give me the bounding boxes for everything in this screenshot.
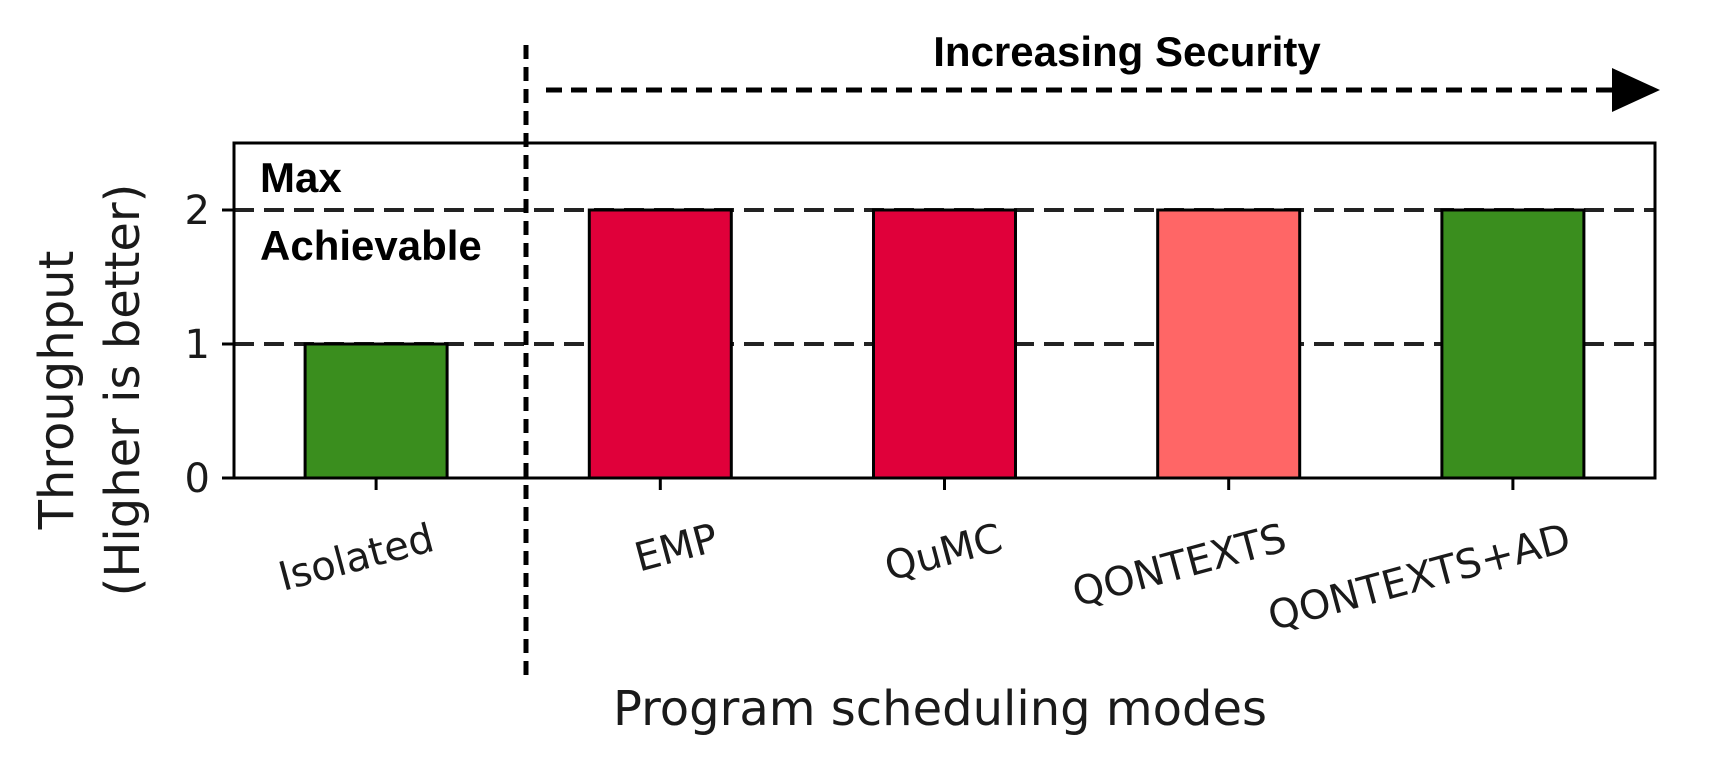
security-arrow-head <box>1612 68 1660 112</box>
y-tick-label-0: 0 <box>185 456 210 502</box>
y-axis-ticks: 0 1 2 <box>185 188 234 502</box>
max-annotation-line2: Achievable <box>260 222 482 269</box>
x-axis-title: Program scheduling modes <box>613 681 1267 737</box>
y-tick-label-2: 2 <box>185 188 210 234</box>
y-axis-title-line1: Throughput <box>29 251 85 531</box>
max-annotation-line1: Max <box>260 154 342 201</box>
x-tick-label-qumc: QuMC <box>880 515 1007 590</box>
reference-lines <box>234 208 1655 346</box>
bar-qumc <box>872 208 1017 480</box>
x-tick-label-isolated: Isolated <box>274 515 439 600</box>
x-tick-label-qontexts-ad: QONTEXTS+AD <box>1263 515 1575 640</box>
y-axis-title-line2: (Higher is better) <box>95 184 151 597</box>
x-tick-label-emp: EMP <box>630 515 723 581</box>
bar-emp <box>587 208 733 480</box>
bar-qontexts <box>1156 208 1302 480</box>
bar-qontexts-ad <box>1440 208 1586 480</box>
bars <box>303 208 1586 480</box>
security-arrow-label: Increasing Security <box>933 28 1321 75</box>
y-tick-label-1: 1 <box>185 322 210 368</box>
x-tick-label-qontexts: QONTEXTS <box>1068 515 1292 616</box>
bar-isolated <box>303 342 449 480</box>
